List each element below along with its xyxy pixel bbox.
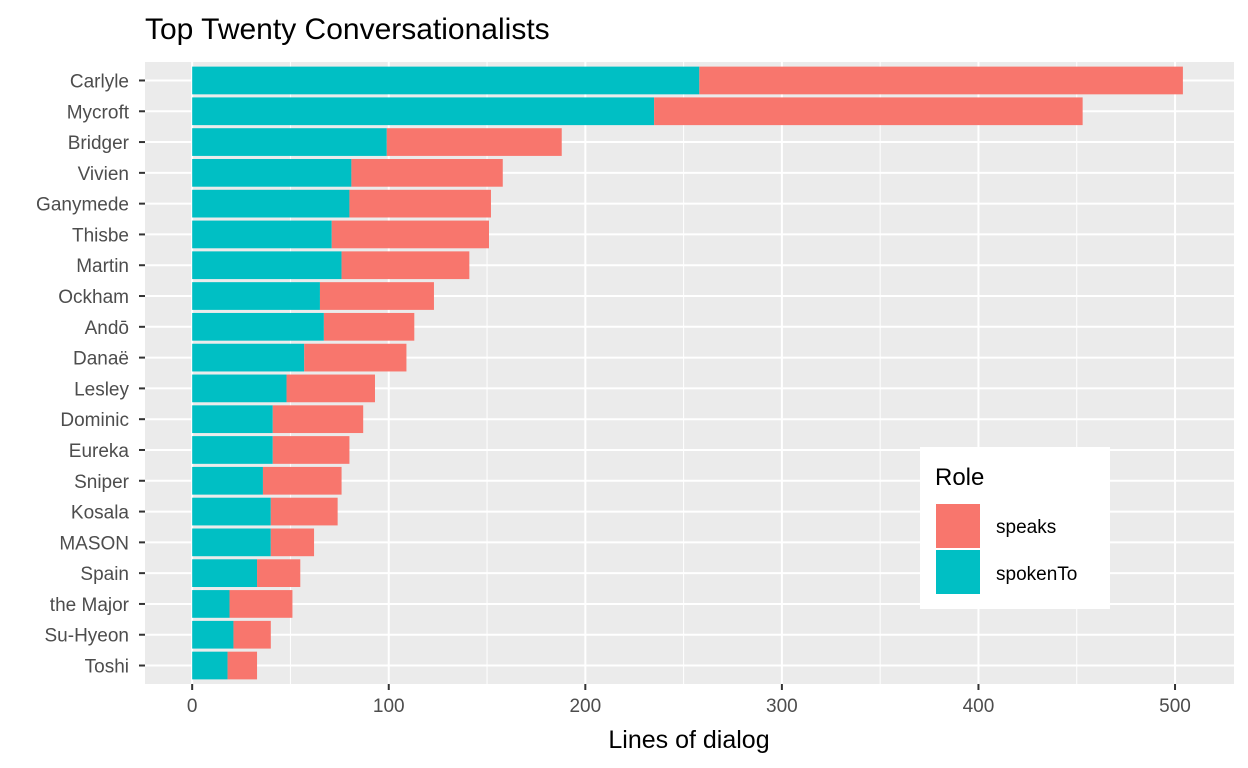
x-tick-label: 400 bbox=[963, 696, 995, 717]
bar-spokento bbox=[192, 651, 228, 680]
y-tick-label: Vivien bbox=[78, 164, 129, 185]
y-axis: Carlyle Mycroft Bridger Vivien Ganymede Thisb… bbox=[36, 71, 145, 678]
y-tick-label: Su-Hyeon bbox=[45, 626, 130, 647]
bar-speaks bbox=[272, 405, 364, 434]
y-tick-label: Martin bbox=[76, 256, 129, 277]
bar-spokento bbox=[192, 620, 234, 649]
bar-spokento bbox=[192, 66, 700, 95]
legend-key-speaks bbox=[936, 504, 980, 548]
bar-speaks bbox=[386, 128, 562, 156]
y-tick-label: the Major bbox=[50, 595, 130, 616]
legend-label-spokento: spokenTo bbox=[996, 564, 1077, 585]
bar-spokento bbox=[192, 189, 350, 218]
bar-speaks bbox=[323, 312, 415, 341]
y-tick-label: Andō bbox=[85, 318, 129, 339]
y-tick-label: Thisbe bbox=[72, 225, 129, 246]
y-tick-label: Toshi bbox=[85, 657, 129, 678]
bar-speaks bbox=[229, 590, 293, 618]
bar-spokento bbox=[192, 497, 271, 526]
bar-speaks bbox=[351, 158, 503, 187]
x-tick-label: 200 bbox=[569, 696, 601, 717]
bar-speaks bbox=[257, 559, 301, 588]
bar-speaks bbox=[654, 97, 1083, 126]
bar-spokento bbox=[192, 220, 332, 249]
bar-spokento bbox=[192, 251, 342, 280]
y-tick-label: Ockham bbox=[58, 287, 129, 308]
x-axis: 0 100 200 300 400 500 bbox=[187, 684, 1191, 717]
x-tick-label: 0 bbox=[187, 696, 198, 717]
x-tick-label: 100 bbox=[373, 696, 405, 717]
x-axis-title: Lines of dialog bbox=[608, 726, 769, 754]
legend: Role speaks spokenTo bbox=[920, 447, 1110, 609]
bar-spokento bbox=[192, 528, 271, 557]
y-tick-label: Sniper bbox=[74, 472, 130, 493]
bar-spokento bbox=[192, 97, 655, 126]
bar-spokento bbox=[192, 128, 387, 156]
chart-title: Top Twenty Conversationalists bbox=[145, 13, 550, 46]
y-tick-label: Danaë bbox=[73, 349, 129, 370]
bar-speaks bbox=[319, 282, 434, 310]
bar-speaks bbox=[286, 374, 375, 403]
y-tick-label: Carlyle bbox=[70, 71, 129, 92]
y-tick-label: Ganymede bbox=[36, 195, 129, 216]
bar-spokento bbox=[192, 590, 230, 618]
y-tick-label: Mycroft bbox=[67, 102, 130, 123]
bar-spokento bbox=[192, 436, 273, 464]
bar-speaks bbox=[272, 436, 350, 464]
bar-speaks bbox=[304, 343, 407, 372]
y-tick-label: Spain bbox=[80, 564, 129, 585]
bar-speaks bbox=[699, 66, 1183, 95]
y-tick-label: Lesley bbox=[74, 379, 129, 400]
bar-speaks bbox=[262, 466, 342, 495]
bar-speaks bbox=[341, 251, 470, 280]
y-tick-label: MASON bbox=[59, 533, 129, 554]
y-tick-label: Dominic bbox=[60, 410, 129, 431]
bar-speaks bbox=[227, 651, 258, 680]
y-tick-label: Bridger bbox=[68, 133, 130, 154]
legend-label-speaks: speaks bbox=[996, 517, 1056, 538]
bar-spokento bbox=[192, 282, 320, 310]
bar-speaks bbox=[270, 528, 315, 557]
y-tick-label: Eureka bbox=[69, 441, 130, 462]
bar-spokento bbox=[192, 312, 324, 341]
bar-speaks bbox=[270, 497, 338, 526]
y-tick-label: Kosala bbox=[71, 503, 130, 524]
bar-spokento bbox=[192, 158, 352, 187]
bar-spokento bbox=[192, 405, 273, 434]
bar-spokento bbox=[192, 374, 287, 403]
bar-spokento bbox=[192, 559, 258, 588]
x-tick-label: 500 bbox=[1159, 696, 1191, 717]
x-tick-label: 300 bbox=[766, 696, 798, 717]
bars bbox=[192, 66, 1183, 680]
bar-spokento bbox=[192, 466, 263, 495]
legend-title: Role bbox=[935, 464, 984, 491]
bar-speaks bbox=[331, 220, 489, 249]
bar-spokento bbox=[192, 343, 305, 372]
bar-speaks bbox=[233, 620, 271, 649]
legend-key-spokento bbox=[936, 550, 980, 594]
bar-speaks bbox=[349, 189, 491, 218]
